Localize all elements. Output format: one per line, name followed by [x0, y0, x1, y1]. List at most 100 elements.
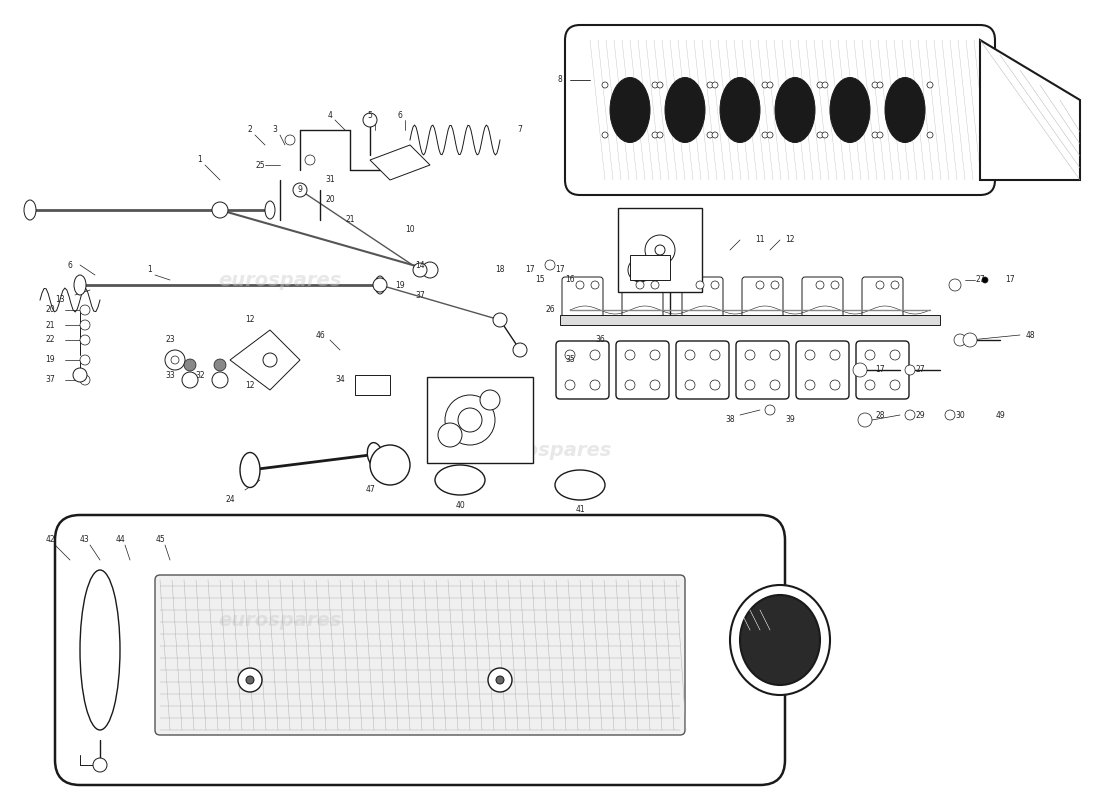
Text: 13: 13 — [55, 295, 65, 305]
Ellipse shape — [265, 201, 275, 219]
Circle shape — [962, 333, 977, 347]
Circle shape — [590, 350, 600, 360]
Circle shape — [458, 408, 482, 432]
Text: 21: 21 — [45, 321, 55, 330]
Circle shape — [816, 281, 824, 289]
Circle shape — [696, 281, 704, 289]
Circle shape — [293, 183, 307, 197]
Circle shape — [438, 423, 462, 447]
FancyBboxPatch shape — [796, 341, 849, 399]
Circle shape — [982, 277, 988, 283]
Text: 29: 29 — [915, 410, 925, 419]
Circle shape — [373, 278, 387, 292]
Circle shape — [446, 395, 495, 445]
Circle shape — [246, 676, 254, 684]
Circle shape — [858, 413, 872, 427]
Circle shape — [480, 390, 501, 410]
Ellipse shape — [610, 78, 650, 142]
Circle shape — [830, 380, 840, 390]
Text: 33: 33 — [165, 370, 175, 379]
Circle shape — [830, 281, 839, 289]
Circle shape — [636, 281, 644, 289]
Text: 45: 45 — [155, 535, 165, 545]
Text: 39: 39 — [785, 415, 795, 425]
Circle shape — [80, 375, 90, 385]
Circle shape — [767, 82, 773, 88]
Text: 22: 22 — [45, 335, 55, 345]
Text: 3: 3 — [273, 126, 277, 134]
Text: 49: 49 — [996, 410, 1005, 419]
Text: eurospares: eurospares — [218, 270, 342, 290]
Circle shape — [657, 82, 663, 88]
Circle shape — [877, 82, 883, 88]
Text: 12: 12 — [245, 315, 255, 325]
Text: 37: 37 — [415, 290, 425, 299]
Circle shape — [488, 668, 512, 692]
FancyBboxPatch shape — [862, 277, 903, 323]
Circle shape — [591, 281, 600, 289]
Circle shape — [822, 82, 828, 88]
FancyBboxPatch shape — [616, 341, 669, 399]
Text: 6: 6 — [67, 261, 73, 270]
Text: 9: 9 — [298, 186, 302, 194]
Text: 15: 15 — [536, 275, 544, 285]
Ellipse shape — [367, 442, 383, 467]
Text: 41: 41 — [575, 506, 585, 514]
Text: 36: 36 — [595, 335, 605, 345]
Text: 2: 2 — [248, 126, 252, 134]
Circle shape — [94, 758, 107, 772]
Circle shape — [817, 132, 823, 138]
Circle shape — [80, 320, 90, 330]
FancyBboxPatch shape — [565, 25, 996, 195]
Polygon shape — [980, 40, 1080, 180]
Text: 24: 24 — [226, 495, 234, 505]
Circle shape — [412, 263, 427, 277]
Circle shape — [650, 380, 660, 390]
Bar — [560, 315, 940, 325]
Circle shape — [685, 380, 695, 390]
Circle shape — [949, 279, 961, 291]
Text: 48: 48 — [1025, 330, 1035, 339]
Circle shape — [762, 82, 768, 88]
Circle shape — [770, 350, 780, 360]
Circle shape — [370, 445, 410, 485]
Circle shape — [771, 281, 779, 289]
FancyBboxPatch shape — [676, 341, 729, 399]
Circle shape — [707, 132, 713, 138]
Text: 25: 25 — [255, 161, 265, 170]
Ellipse shape — [434, 465, 485, 495]
Circle shape — [852, 363, 867, 377]
Circle shape — [877, 132, 883, 138]
Text: 19: 19 — [45, 355, 55, 365]
Text: 44: 44 — [116, 535, 125, 545]
Ellipse shape — [730, 585, 830, 695]
Circle shape — [770, 380, 780, 390]
Text: 30: 30 — [955, 410, 965, 419]
Circle shape — [565, 380, 575, 390]
Text: 4: 4 — [328, 110, 332, 119]
Circle shape — [707, 82, 713, 88]
Circle shape — [652, 82, 658, 88]
Text: 47: 47 — [365, 486, 375, 494]
FancyBboxPatch shape — [736, 341, 789, 399]
Text: 23: 23 — [165, 335, 175, 345]
Text: 6: 6 — [397, 110, 403, 119]
Text: eurospares: eurospares — [218, 610, 342, 630]
Text: 5: 5 — [367, 110, 373, 119]
Circle shape — [762, 132, 768, 138]
Circle shape — [876, 281, 884, 289]
Circle shape — [711, 281, 719, 289]
Circle shape — [285, 135, 295, 145]
FancyBboxPatch shape — [55, 515, 785, 785]
Circle shape — [890, 350, 900, 360]
Circle shape — [767, 132, 773, 138]
Text: 32: 32 — [195, 370, 205, 379]
Ellipse shape — [240, 453, 260, 487]
Circle shape — [865, 380, 874, 390]
Text: 18: 18 — [495, 266, 505, 274]
Circle shape — [822, 132, 828, 138]
Circle shape — [182, 372, 198, 388]
Text: 38: 38 — [725, 415, 735, 425]
Circle shape — [905, 365, 915, 375]
Circle shape — [73, 368, 87, 382]
